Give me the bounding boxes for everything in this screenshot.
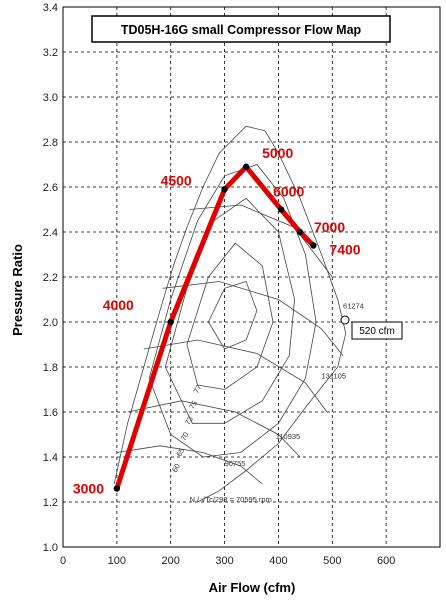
x-tick-label: 200 bbox=[162, 555, 180, 567]
efficiency-label: 75 bbox=[187, 399, 199, 411]
rpm-point-label: 7400 bbox=[329, 242, 360, 258]
efficiency-island-outer bbox=[148, 164, 317, 458]
efficiency-label: 77 bbox=[192, 383, 204, 395]
rpm-data-point bbox=[113, 485, 121, 492]
y-tick-label: 2.0 bbox=[43, 317, 58, 329]
y-tick-label: 2.2 bbox=[43, 272, 58, 284]
efficiency-label: 60 bbox=[170, 462, 182, 474]
y-tick-label: 3.0 bbox=[43, 92, 58, 104]
chart-title-box bbox=[91, 15, 391, 43]
rpm-data-point bbox=[221, 186, 228, 193]
efficiency-island-inner bbox=[186, 242, 274, 390]
x-tick-label: 400 bbox=[269, 555, 287, 567]
efficiency-label: 65 bbox=[174, 446, 186, 458]
x-axis-title: Air Flow (cfm) bbox=[209, 580, 296, 595]
speed-label: 61274 bbox=[343, 302, 364, 311]
chart-title: TD05H-16G small Compressor Flow Map bbox=[121, 23, 362, 37]
tick-labels: 0 100 200 300 400 500 600 1.0 1.2 1.4 1.6 1.8 2.0 2.2… bbox=[43, 2, 396, 567]
y-tick-label: 1.2 bbox=[43, 497, 58, 509]
rpm-point-label: 4000 bbox=[103, 297, 134, 313]
rpm-series: 3000 4000 4500 5000 6000 7000 7400 bbox=[73, 145, 361, 497]
y-tick-label: 1.0 bbox=[43, 542, 58, 554]
y-tick-label: 2.6 bbox=[43, 182, 58, 194]
speed-label: 90755 bbox=[225, 459, 246, 468]
rpm-point-label: 3000 bbox=[73, 481, 104, 497]
rpm-point-label: 6000 bbox=[273, 184, 304, 200]
rpm-data-point bbox=[277, 206, 285, 213]
rpm-point-label: 5000 bbox=[262, 145, 293, 161]
x-tick-label: 0 bbox=[60, 555, 66, 567]
speed-label: 110935 bbox=[276, 432, 300, 441]
cfm-callout-box bbox=[351, 321, 403, 340]
y-tick-label: 2.4 bbox=[43, 227, 58, 239]
rpm-point-label: 4500 bbox=[161, 172, 192, 188]
cfm-callout-label: 520 cfm bbox=[359, 326, 395, 337]
y-tick-label: 3.2 bbox=[43, 47, 58, 59]
speed-label: 131105 bbox=[322, 371, 346, 380]
y-tick-label: 1.4 bbox=[43, 452, 58, 464]
rpm-data-point bbox=[242, 163, 250, 170]
speed-formula: N / √Tc/298 = 70595 rpm bbox=[190, 495, 272, 504]
grid-lines bbox=[63, 7, 440, 547]
speed-line-1 bbox=[116, 445, 263, 485]
rpm-point-label: 7000 bbox=[314, 219, 345, 235]
surge-line bbox=[113, 125, 247, 485]
efficiency-label: 70 bbox=[179, 431, 191, 443]
efficiency-island-core bbox=[208, 281, 258, 350]
speed-line-3 bbox=[143, 339, 328, 413]
x-tick-label: 300 bbox=[215, 555, 233, 567]
speed-line-2 bbox=[127, 400, 301, 458]
cfm-marker bbox=[340, 315, 350, 325]
x-tick-label: 500 bbox=[323, 555, 341, 567]
x-tick-label: 100 bbox=[108, 555, 126, 567]
rpm-data-point bbox=[167, 318, 174, 326]
x-tick-label: 600 bbox=[377, 555, 395, 567]
y-tick-label: 3.4 bbox=[43, 2, 58, 14]
y-tick-label: 2.8 bbox=[43, 137, 58, 149]
map-annotations: 131105 110935 90755 61274 77 75 73 70 65 60 N / √T… bbox=[170, 302, 364, 505]
efficiency-label: 73 bbox=[183, 415, 195, 427]
speed-line-4 bbox=[162, 281, 344, 357]
y-axis-title: Pressure Ratio bbox=[10, 244, 25, 336]
rpm-data-point bbox=[296, 228, 304, 236]
rpm-data-point bbox=[310, 242, 317, 249]
y-tick-label: 1.6 bbox=[43, 407, 58, 419]
y-tick-label: 1.8 bbox=[43, 362, 58, 374]
